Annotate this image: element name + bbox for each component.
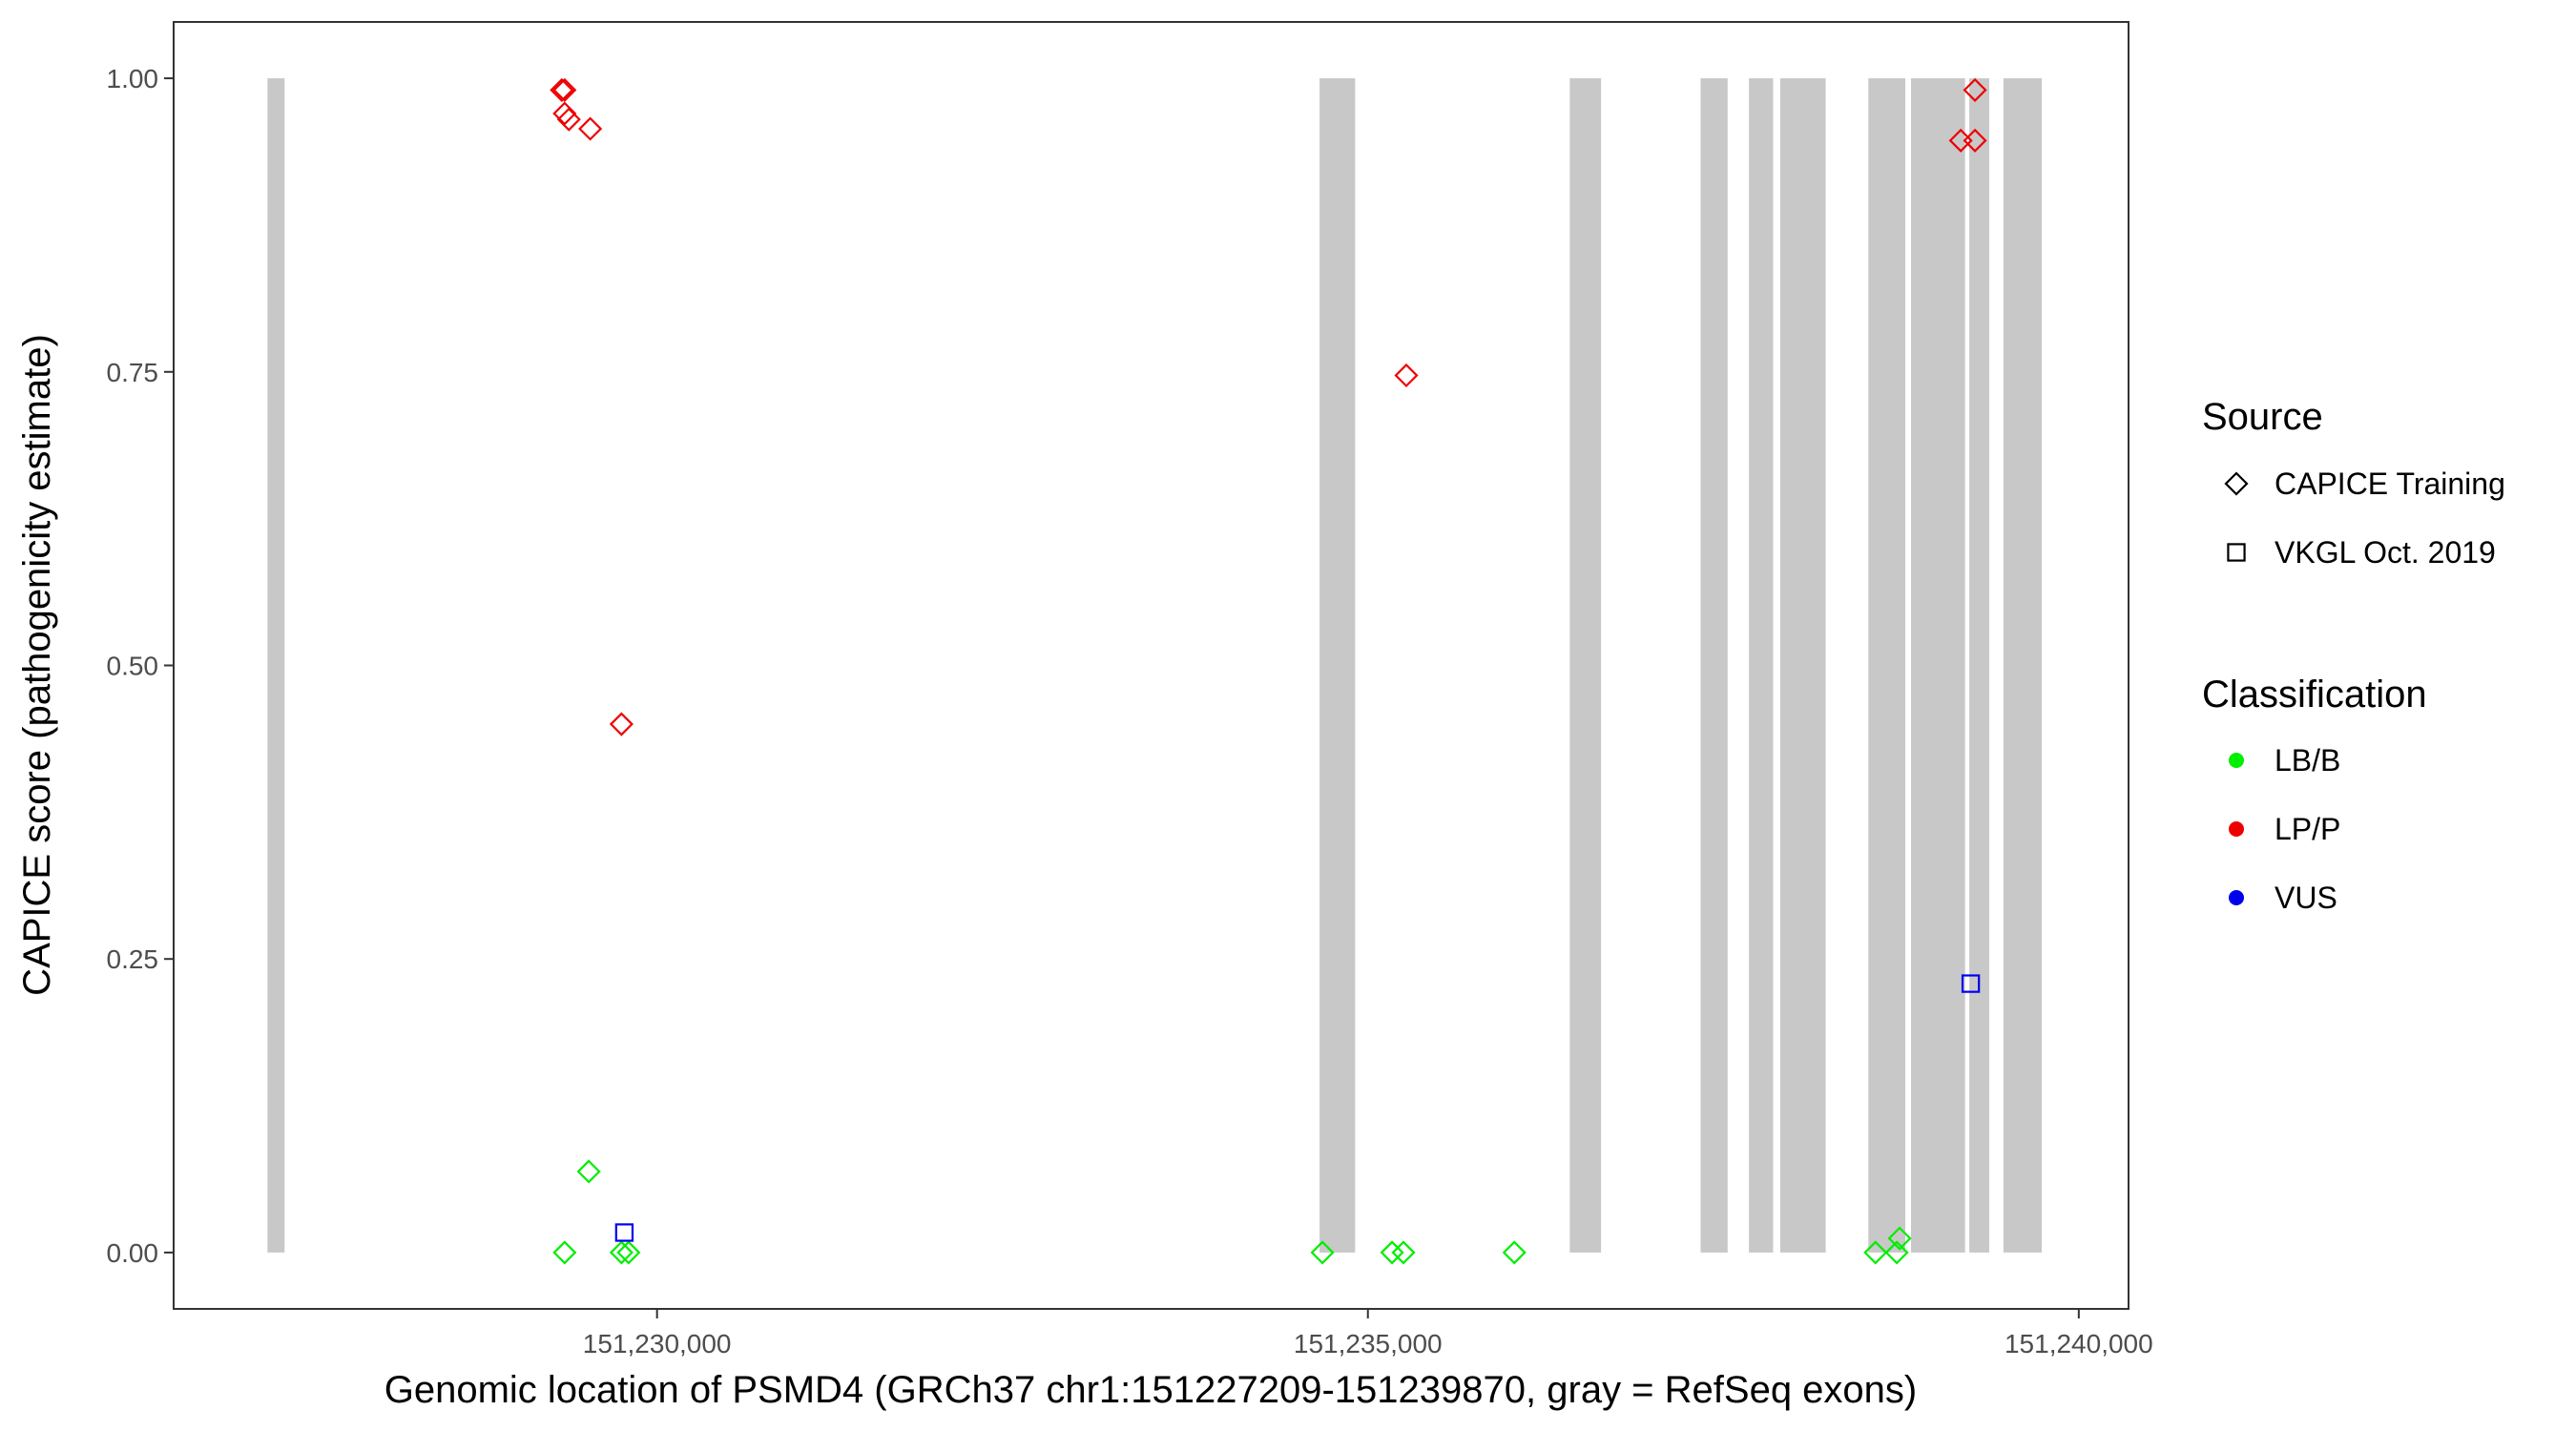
legend-square-symbol — [2227, 543, 2246, 562]
legend-classification-label: VUS — [2275, 881, 2337, 915]
data-point-square — [614, 1223, 634, 1242]
data-point-diamond — [609, 1240, 634, 1265]
data-point-diamond — [578, 116, 603, 141]
data-point-square — [1961, 974, 1981, 993]
y-tick-label: 0.00 — [107, 1238, 159, 1268]
x-tick-label: 151,230,000 — [583, 1329, 732, 1358]
y-tick-label: 0.50 — [107, 652, 159, 681]
data-point-diamond — [1884, 1240, 1909, 1265]
exon-bar — [2003, 78, 2043, 1253]
legend-classification-label: LB/B — [2275, 743, 2340, 778]
data-point-diamond — [1963, 128, 1987, 153]
legend-source-title: Source — [2202, 396, 2323, 438]
data-point-diamond — [552, 77, 577, 102]
legend-classification-title: Classification — [2202, 674, 2427, 716]
y-tick-label: 1.00 — [107, 64, 159, 93]
data-point-diamond — [550, 77, 574, 102]
legend-color-dot — [2229, 821, 2244, 837]
data-point-diamond — [552, 101, 577, 126]
y-tick-label: 0.75 — [107, 358, 159, 387]
exon-bar — [1319, 78, 1356, 1253]
data-point-diamond — [1502, 1240, 1527, 1265]
x-tick-label: 151,240,000 — [2005, 1329, 2153, 1358]
data-point-diamond — [576, 1159, 601, 1184]
legend-source-label: VKGL Oct. 2019 — [2275, 535, 2496, 570]
y-axis-title: CAPICE score (pathogenicity estimate) — [16, 334, 58, 996]
data-point-diamond — [1391, 1240, 1416, 1265]
exon-bar — [1749, 78, 1774, 1253]
exon-layer — [267, 78, 2043, 1253]
data-point-diamond — [1863, 1240, 1888, 1265]
exon-bar — [1969, 78, 1989, 1253]
x-axis: 151,230,000 151,235,000 151,240,000 — [583, 1309, 2153, 1358]
exon-bar — [267, 78, 285, 1253]
data-point-diamond — [1887, 1226, 1912, 1251]
legend-diamond-symbol — [2224, 471, 2249, 496]
legend-color-dot — [2229, 753, 2244, 768]
data-point-diamond — [609, 712, 634, 736]
data-point-diamond — [556, 107, 581, 132]
exon-bar — [1868, 78, 1906, 1253]
legend-color-dot — [2229, 890, 2244, 905]
y-axis: 0.00 0.25 0.50 0.75 1.00 — [107, 64, 174, 1268]
exon-bar — [1569, 78, 1602, 1253]
point-layer — [550, 77, 1987, 1265]
data-point-diamond — [1310, 1240, 1335, 1265]
data-point-diamond — [616, 1240, 641, 1265]
legend-classification: Classification LB/B LP/P VUS — [2202, 674, 2427, 915]
data-point-diamond — [1380, 1240, 1404, 1265]
legend-source: Source CAPICE Training VKGL Oct. 2019 — [2202, 396, 2505, 570]
legend-classification-label: LP/P — [2275, 812, 2340, 846]
exon-bar — [1700, 78, 1728, 1253]
legend-source-label: CAPICE Training — [2275, 467, 2505, 501]
data-point-diamond — [1963, 77, 1987, 102]
data-point-diamond — [1394, 363, 1419, 388]
y-tick-label: 0.25 — [107, 944, 159, 974]
x-axis-title: Genomic location of PSMD4 (GRCh37 chr1:1… — [384, 1369, 1918, 1411]
x-tick-label: 151,235,000 — [1294, 1329, 1443, 1358]
exon-bar — [1779, 78, 1826, 1253]
data-point-diamond — [552, 1240, 577, 1265]
exon-bar — [1911, 78, 1965, 1253]
